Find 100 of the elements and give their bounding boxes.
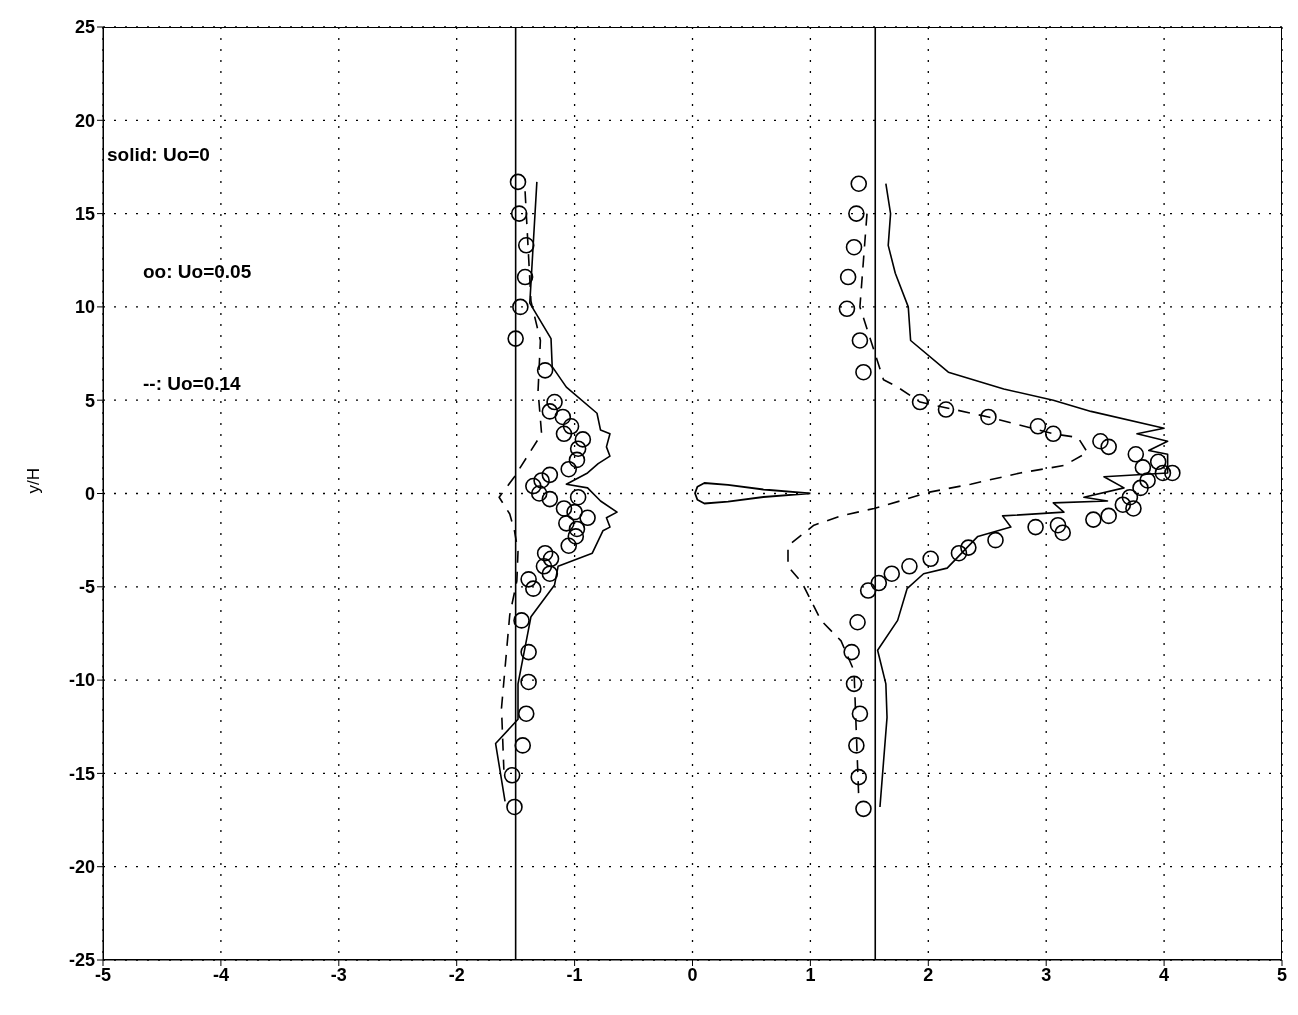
point	[525, 477, 542, 495]
x-tick-label: 2	[923, 964, 934, 985]
point	[1149, 453, 1167, 471]
y-axis-title: y/H	[24, 468, 44, 494]
point	[554, 408, 572, 426]
point	[546, 393, 563, 411]
annotation: --: Uo=0.14	[143, 372, 241, 395]
point	[1049, 516, 1067, 534]
point	[1132, 479, 1149, 497]
point	[509, 173, 527, 191]
point	[513, 612, 530, 629]
point	[1027, 518, 1044, 536]
point	[517, 237, 535, 254]
point	[851, 705, 869, 722]
point	[520, 643, 537, 661]
point	[883, 565, 901, 583]
x-tick-label: -2	[448, 964, 465, 985]
y-tick-label: 0	[84, 483, 95, 504]
point	[980, 408, 997, 426]
point	[579, 509, 596, 527]
y-tick-label: -10	[68, 670, 95, 691]
point	[1134, 459, 1152, 476]
point	[560, 537, 578, 555]
point	[520, 673, 537, 691]
point	[541, 466, 559, 484]
point	[530, 485, 548, 502]
point	[1164, 464, 1181, 482]
annotation: solid: Uo=0	[107, 144, 210, 167]
point	[520, 571, 537, 588]
point	[567, 528, 585, 545]
point	[562, 418, 580, 435]
y-tick-label: 10	[74, 297, 95, 318]
point	[1121, 488, 1139, 506]
point	[849, 613, 866, 631]
point	[555, 500, 573, 517]
point	[514, 737, 532, 754]
point	[987, 531, 1004, 549]
point	[1044, 425, 1062, 443]
x-tick-label: -1	[566, 964, 583, 985]
y-tick-label: 25	[74, 17, 95, 38]
point	[960, 539, 977, 556]
x-tick-label: 5	[1276, 964, 1288, 985]
point	[558, 515, 575, 532]
x-tick-label: -4	[212, 964, 229, 985]
point	[851, 332, 869, 349]
point	[845, 675, 863, 693]
y-tick-label: 20	[74, 110, 95, 131]
point	[568, 451, 586, 469]
point	[574, 431, 592, 448]
point	[845, 238, 863, 256]
point	[525, 580, 542, 597]
point	[541, 490, 559, 508]
point	[870, 574, 888, 592]
x-tick-label: 0	[687, 964, 698, 985]
point	[848, 737, 865, 754]
point	[569, 488, 587, 506]
point	[555, 425, 573, 443]
point	[516, 268, 534, 286]
x-tick-label: -3	[330, 964, 347, 985]
point	[1092, 432, 1109, 450]
point	[560, 460, 578, 478]
point	[1100, 438, 1117, 456]
x-tick-label: 3	[1041, 964, 1052, 985]
point	[506, 798, 523, 816]
y-tick-label: -25	[68, 950, 95, 971]
point	[507, 330, 524, 347]
point	[922, 550, 939, 568]
point	[1054, 524, 1072, 541]
x-tick-label: 4	[1159, 964, 1170, 985]
annotation: oo: Uo=0.05	[143, 260, 252, 283]
point	[535, 557, 553, 575]
point	[901, 557, 918, 575]
point	[937, 401, 955, 418]
point	[533, 472, 550, 489]
point	[950, 544, 968, 562]
point	[1154, 464, 1172, 482]
point	[1085, 511, 1102, 528]
point	[838, 300, 856, 318]
point	[1139, 472, 1156, 489]
point	[541, 403, 559, 420]
point	[850, 768, 868, 786]
point	[510, 205, 528, 222]
point	[855, 363, 872, 381]
point	[1114, 496, 1132, 513]
point	[1127, 446, 1145, 463]
y-tick-label: -5	[78, 577, 95, 598]
point	[839, 268, 857, 286]
y-tick-label: 5	[84, 390, 95, 411]
point	[1125, 500, 1142, 517]
point	[855, 800, 872, 818]
point	[1100, 507, 1117, 525]
point	[517, 705, 535, 722]
point	[536, 362, 554, 379]
point	[850, 175, 868, 193]
x-tick-label: 1	[805, 964, 816, 985]
y-tick-label: 15	[74, 203, 95, 224]
point	[503, 766, 521, 784]
y-tick-label: -15	[68, 763, 95, 784]
point	[843, 643, 860, 661]
point	[568, 520, 586, 538]
